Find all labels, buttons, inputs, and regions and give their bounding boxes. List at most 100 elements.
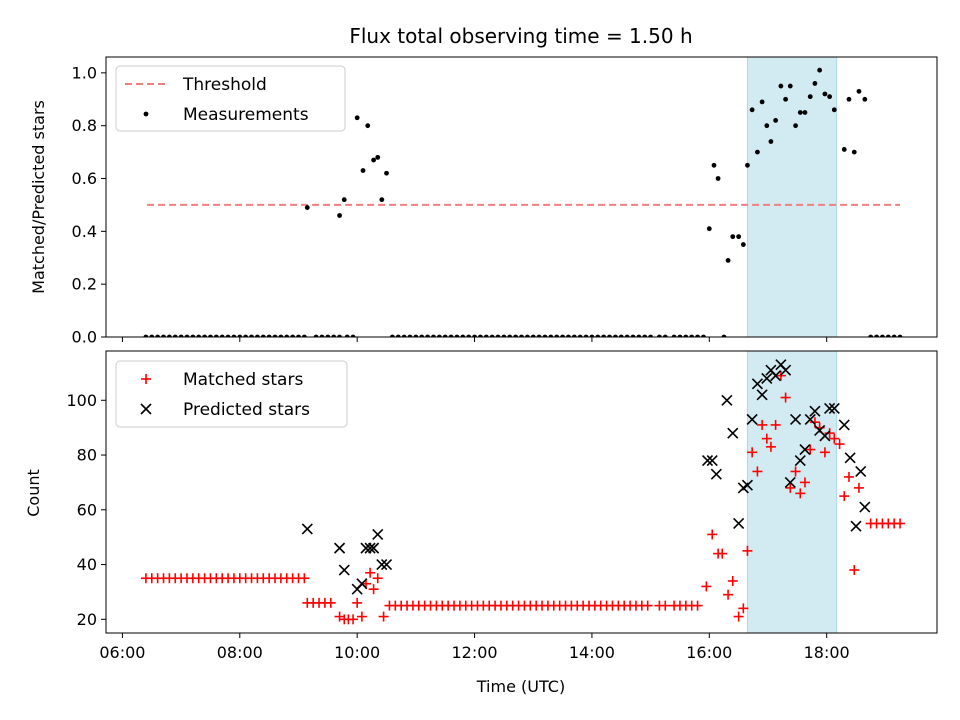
measurement-point xyxy=(897,334,903,337)
measurement-point xyxy=(190,334,196,337)
measurement-point xyxy=(337,213,342,218)
matched-star-point xyxy=(765,441,776,452)
measurement-point xyxy=(671,334,677,337)
bottom-legend: Matched stars Predicted stars xyxy=(115,360,348,428)
predicted-star-point xyxy=(380,558,393,571)
matched-star-point xyxy=(727,575,738,586)
predicted-star-point xyxy=(376,558,388,571)
measurement-point xyxy=(413,334,419,337)
measurement-point xyxy=(817,67,823,73)
measurement-point xyxy=(519,334,524,337)
measurement-point xyxy=(736,234,742,240)
measurement-point xyxy=(466,334,472,337)
measurement-point xyxy=(243,334,249,337)
measurement-point xyxy=(407,334,413,337)
measurement-point xyxy=(793,123,798,129)
measurement-point xyxy=(695,334,700,337)
predicted-star-point xyxy=(855,465,867,478)
measurement-point xyxy=(755,149,760,155)
measurement-point xyxy=(577,334,583,337)
measurement-point xyxy=(624,334,630,337)
x-tick-label: 16:00 xyxy=(686,643,732,662)
predicted-star-point xyxy=(789,413,802,426)
predicted-star-point xyxy=(721,394,733,406)
matched-star-point xyxy=(795,488,806,499)
measurement-point xyxy=(350,334,356,337)
x-tick-label: 10:00 xyxy=(334,643,380,662)
measurement-point xyxy=(636,334,642,337)
measurement-point xyxy=(851,149,857,155)
measurement-point xyxy=(419,334,425,337)
matched-star-point xyxy=(834,439,845,450)
measurement-point xyxy=(773,117,779,123)
measurement-point xyxy=(642,334,648,337)
y-tick-label: 40 xyxy=(77,555,97,574)
x-tick-label: 12:00 xyxy=(451,643,497,662)
measurement-point xyxy=(764,123,770,129)
measurement-point xyxy=(536,334,542,337)
legend-swatch xyxy=(143,111,149,117)
measurement-point xyxy=(284,334,290,337)
predicted-star-point xyxy=(334,542,346,554)
measurement-point xyxy=(827,94,833,100)
measurement-point xyxy=(341,197,347,203)
y-tick-label: 100 xyxy=(66,391,97,410)
measurement-point xyxy=(862,96,868,102)
predicted-star-point xyxy=(784,476,796,488)
predicted-star-point xyxy=(859,501,871,513)
measurement-point xyxy=(483,334,489,337)
measurement-point xyxy=(172,334,178,337)
measurement-point xyxy=(149,334,155,337)
x-tick-label: 08:00 xyxy=(217,643,263,662)
measurement-point xyxy=(571,334,577,337)
measurement-point xyxy=(319,334,325,337)
measurement-point xyxy=(331,334,337,337)
matched-star-point xyxy=(738,603,749,614)
matched-star-point xyxy=(757,419,768,430)
measurement-point xyxy=(354,115,360,121)
top-y-axis-label: Matched/Predicted stars xyxy=(29,100,48,294)
matched-star-point xyxy=(761,433,772,444)
matched-star-point xyxy=(372,573,383,584)
measurement-point xyxy=(812,81,818,86)
y-tick-label: 0.2 xyxy=(72,275,97,294)
matched-star-point xyxy=(356,611,367,622)
measurement-point xyxy=(524,334,530,337)
legend-label: Threshold xyxy=(182,75,267,95)
y-tick-label: 0.8 xyxy=(72,116,97,135)
bottom-panel-plot-area xyxy=(140,359,906,625)
measurement-point xyxy=(360,168,366,173)
predicted-star-point xyxy=(733,517,745,530)
measurement-point xyxy=(868,334,874,337)
legend-label: Matched stars xyxy=(183,370,303,390)
measurement-point xyxy=(313,334,319,337)
matched-star-point xyxy=(707,529,718,540)
measurement-point xyxy=(208,334,213,337)
measurement-point xyxy=(184,334,190,337)
measurement-point xyxy=(389,334,395,337)
matched-star-point xyxy=(299,573,310,584)
matched-star-point xyxy=(752,466,763,477)
predicted-star-point xyxy=(824,402,836,415)
measurement-point xyxy=(601,334,607,337)
measurement-point xyxy=(749,107,755,113)
measurement-point xyxy=(431,334,436,337)
predicted-star-point xyxy=(804,413,816,426)
predicted-star-point xyxy=(741,479,754,491)
matched-star-point xyxy=(775,370,786,381)
measurement-point xyxy=(365,123,371,129)
top-panel-plot-area xyxy=(143,67,903,337)
measurement-point xyxy=(874,334,879,337)
measurement-point xyxy=(425,334,431,337)
predicted-star-point xyxy=(372,528,384,541)
matched-star-point xyxy=(747,447,758,458)
measurement-point xyxy=(255,334,260,337)
matched-star-point xyxy=(839,491,850,502)
measurement-point xyxy=(375,154,381,160)
measurement-point xyxy=(612,334,618,337)
measurement-point xyxy=(371,157,377,163)
x-tick-label: 14:00 xyxy=(569,643,615,662)
measurement-point xyxy=(689,334,695,337)
measurement-point xyxy=(721,334,727,337)
predicted-star-point xyxy=(727,427,739,439)
